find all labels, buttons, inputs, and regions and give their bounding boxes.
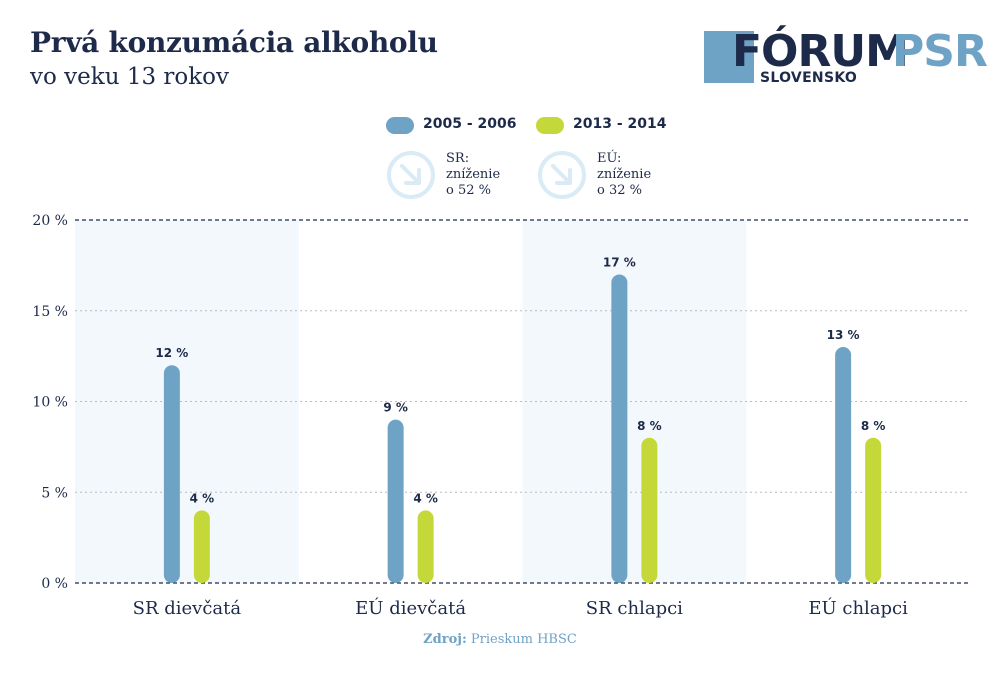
- category-label: EÚ dievčatá: [355, 596, 466, 619]
- change-text-eu: EÚ: zníženie o 32 %: [597, 151, 652, 198]
- decrease-arrow-icon: [538, 151, 586, 199]
- category-label: SR dievčatá: [133, 598, 242, 619]
- bar: [163, 365, 180, 583]
- legend: 2005 - 2006 2013 - 2014: [0, 115, 1000, 139]
- highlight-panel: [522, 220, 747, 583]
- legend-label-series-1: 2005 - 2006: [423, 116, 517, 132]
- data-label: 12 %: [155, 346, 188, 360]
- y-tick-label: 20 %: [32, 213, 68, 229]
- y-tick-label: 15 %: [32, 304, 68, 320]
- category-label: EÚ chlapci: [808, 596, 908, 619]
- data-label: 17 %: [603, 255, 636, 269]
- source-label: Zdroj:: [423, 632, 467, 647]
- data-label: 8 %: [637, 419, 662, 433]
- bar: [641, 437, 658, 583]
- chart-subtitle: vo veku 13 rokov: [30, 64, 230, 90]
- change-text-sr: SR: zníženie o 52 %: [446, 151, 501, 198]
- legend-swatch-series-2: [536, 117, 564, 134]
- chart-title: Prvá konzumácia alkoholu: [30, 26, 438, 59]
- bar: [835, 347, 852, 583]
- bar: [387, 419, 404, 583]
- bar: [611, 274, 628, 583]
- logo-word-forum: FÓRUM: [732, 26, 909, 77]
- bar: [193, 510, 210, 583]
- forum-psr-logo: FÓRUM PSR SLOVENSKO: [704, 26, 988, 88]
- decrease-arrow-icon: [387, 151, 435, 199]
- data-label: 9 %: [383, 401, 408, 415]
- y-tick-label: 10 %: [32, 395, 68, 411]
- category-label: SR chlapci: [586, 598, 683, 619]
- y-tick-label: 5 %: [41, 485, 68, 501]
- y-tick-label: 0 %: [41, 576, 68, 592]
- legend-swatch-series-1: [386, 117, 414, 134]
- bar: [417, 510, 434, 583]
- data-label: 8 %: [861, 419, 886, 433]
- data-label: 4 %: [413, 491, 438, 505]
- source-text: Prieskum HBSC: [470, 632, 577, 647]
- logo-square: [704, 31, 754, 83]
- legend-label-series-2: 2013 - 2014: [573, 116, 667, 132]
- bar: [865, 437, 882, 583]
- source-note: Zdroj: Prieskum HBSC: [0, 632, 1000, 647]
- logo-subtitle: SLOVENSKO: [760, 70, 858, 86]
- data-label: 4 %: [190, 491, 215, 505]
- data-label: 13 %: [827, 328, 860, 342]
- logo-word-psr: PSR: [892, 26, 988, 77]
